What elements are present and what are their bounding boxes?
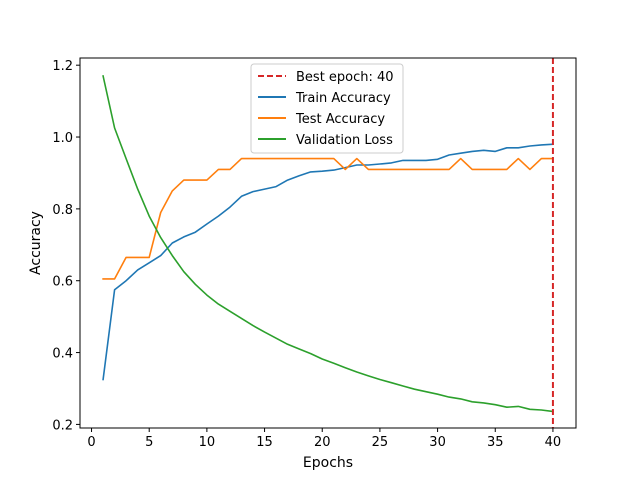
legend-label-best-epoch: Best epoch: 40 [296,70,394,85]
legend-label-validation-loss: Validation Loss [296,133,393,148]
x-axis: 0 5 10 15 20 25 30 35 40 [87,428,561,450]
x-tick-label: 30 [429,435,446,450]
y-tick-label: 0.8 [52,203,73,218]
x-axis-label: Epochs [303,455,353,471]
legend-label-train-accuracy: Train Accuracy [295,91,391,106]
y-tick-label: 0.6 [52,275,73,290]
y-axis: 0.2 0.4 0.6 0.8 1.0 1.2 [52,59,80,433]
x-tick-label: 5 [145,435,153,450]
plot-content [102,58,554,428]
x-tick-label: 20 [314,435,331,450]
x-tick-label: 15 [256,435,273,450]
x-tick-label: 0 [87,435,95,450]
y-tick-label: 0.4 [52,347,73,362]
legend-label-test-accuracy: Test Accuracy [295,112,385,127]
y-tick-label: 1.0 [52,131,73,146]
legend: Best epoch: 40 Train Accuracy Test Accur… [250,63,404,154]
y-tick-label: 0.2 [52,418,73,433]
y-tick-label: 1.2 [52,59,73,74]
legend-box [250,63,404,154]
y-axis-label: Accuracy [28,211,44,275]
plot-frame [79,57,577,429]
x-tick-label: 40 [545,435,562,450]
series-line-test-accuracy [102,157,554,280]
x-tick-label: 35 [487,435,504,450]
series-line-train-accuracy [102,143,554,381]
x-tick-label: 25 [372,435,389,450]
series-line-validation-loss [102,75,554,413]
x-tick-label: 10 [199,435,216,450]
